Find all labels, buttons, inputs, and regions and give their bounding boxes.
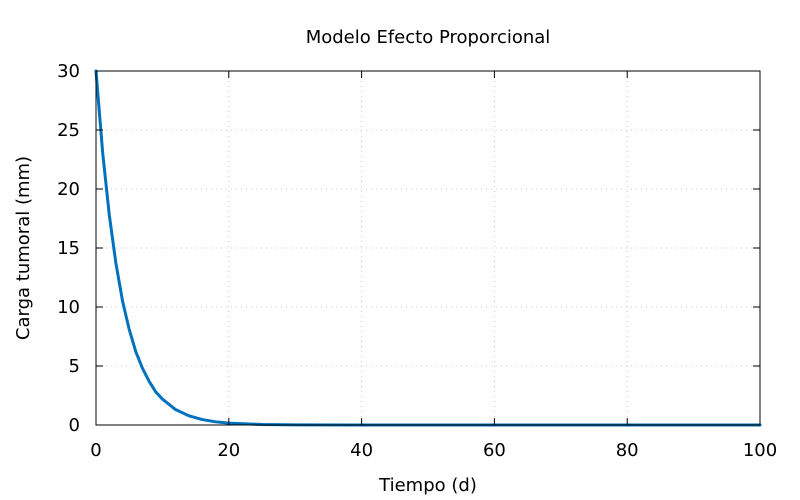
y-tick-label: 5	[69, 356, 80, 377]
x-tick-label: 100	[743, 440, 777, 461]
y-tick-label: 15	[57, 238, 80, 259]
x-tick-label: 0	[90, 440, 101, 461]
grid-layer	[96, 71, 760, 425]
y-tick-label: 30	[57, 61, 80, 82]
y-tick-label: 20	[57, 179, 80, 200]
y-tick-label: 25	[57, 120, 80, 141]
tick-layer: 0 20 40 60 80 100 0 5 10 15 20 25 30	[57, 61, 777, 461]
x-tick-label: 20	[217, 440, 240, 461]
x-tick-label: 80	[616, 440, 639, 461]
chart-title: Modelo Efecto Proporcional	[306, 27, 551, 48]
y-tick-label: 0	[69, 415, 80, 436]
y-axis-label: Carga tumoral (mm)	[13, 156, 34, 340]
x-axis-label: Tiempo (d)	[378, 475, 477, 496]
x-tick-label: 40	[350, 440, 373, 461]
y-tick-label: 10	[57, 297, 80, 318]
x-tick-label: 60	[483, 440, 506, 461]
